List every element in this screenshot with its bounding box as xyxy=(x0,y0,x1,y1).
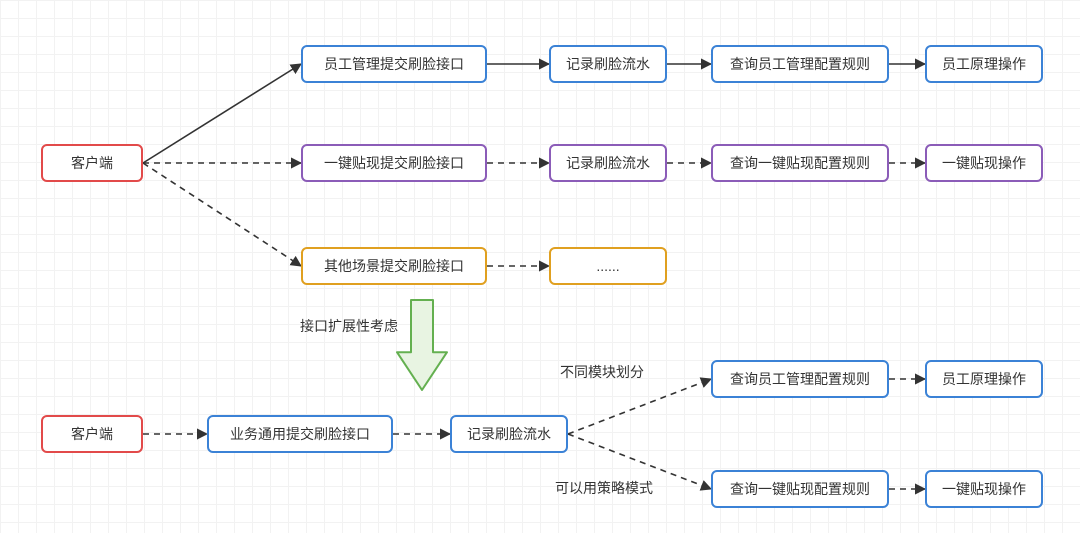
node-r3n1: 其他场景提交刷脸接口 xyxy=(301,247,487,285)
edge xyxy=(568,379,711,434)
node-r2n2: 记录刷脸流水 xyxy=(549,144,667,182)
label-strategy: 可以用策略模式 xyxy=(555,478,653,498)
node-r1n2: 记录刷脸流水 xyxy=(549,45,667,83)
node-b_r1n3: 查询员工管理配置规则 xyxy=(711,360,889,398)
node-r2n3: 查询一键贴现配置规则 xyxy=(711,144,889,182)
node-b_r1n4: 员工原理操作 xyxy=(925,360,1043,398)
node-r1n1: 员工管理提交刷脸接口 xyxy=(301,45,487,83)
node-b_r2n3: 查询一键贴现配置规则 xyxy=(711,470,889,508)
node-r2n1: 一键贴现提交刷脸接口 xyxy=(301,144,487,182)
big-arrow-down xyxy=(397,300,447,390)
node-b_n2: 记录刷脸流水 xyxy=(450,415,568,453)
edge xyxy=(143,163,301,266)
edge-layer xyxy=(0,0,1080,533)
node-r1n4: 员工原理操作 xyxy=(925,45,1043,83)
node-b_n1: 业务通用提交刷脸接口 xyxy=(207,415,393,453)
node-client1: 客户端 xyxy=(41,144,143,182)
node-r1n3: 查询员工管理配置规则 xyxy=(711,45,889,83)
label-ext: 接口扩展性考虑 xyxy=(300,316,398,336)
node-b_r2n4: 一键贴现操作 xyxy=(925,470,1043,508)
edge xyxy=(143,64,301,163)
node-r2n4: 一键贴现操作 xyxy=(925,144,1043,182)
node-client2: 客户端 xyxy=(41,415,143,453)
node-r3n2: ...... xyxy=(549,247,667,285)
label-split: 不同模块划分 xyxy=(560,362,644,382)
